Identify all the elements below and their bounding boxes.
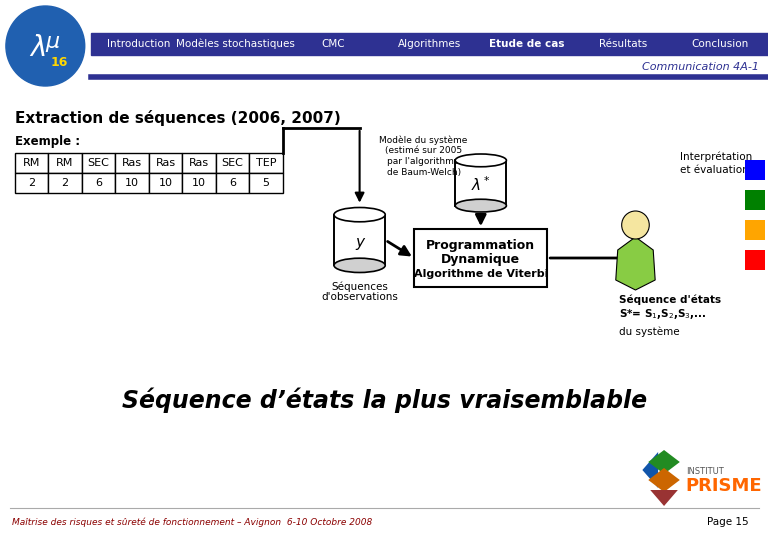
- Text: Séquence d’états la plus vraisemblable: Séquence d’états la plus vraisemblable: [122, 387, 647, 413]
- Text: et évaluation: et évaluation: [680, 165, 749, 175]
- Ellipse shape: [456, 199, 506, 212]
- Text: 2: 2: [28, 178, 35, 188]
- Text: 10: 10: [158, 178, 172, 188]
- Text: 10: 10: [125, 178, 139, 188]
- Text: d'observations: d'observations: [321, 293, 398, 302]
- Polygon shape: [648, 468, 680, 492]
- Text: y: y: [355, 234, 364, 249]
- Text: Modèles stochastiques: Modèles stochastiques: [176, 39, 296, 49]
- Ellipse shape: [456, 154, 506, 167]
- Text: Modèle du système: Modèle du système: [379, 135, 468, 145]
- Text: Maîtrise des risques et sûreté de fonctionnement – Avignon  6-10 Octobre 2008: Maîtrise des risques et sûreté de foncti…: [12, 517, 372, 526]
- Bar: [414, 229, 548, 287]
- Text: Conclusion: Conclusion: [691, 39, 749, 49]
- Text: (estimé sur 2005: (estimé sur 2005: [385, 146, 463, 156]
- Bar: [745, 190, 764, 210]
- Text: RM: RM: [23, 158, 41, 168]
- Text: par l'algorithme: par l'algorithme: [388, 158, 460, 166]
- Text: Ras: Ras: [122, 158, 142, 168]
- Text: Etude de cas: Etude de cas: [488, 39, 564, 49]
- Bar: [15, 153, 48, 173]
- Text: PRISME: PRISME: [686, 477, 762, 495]
- Text: Exemple :: Exemple :: [15, 136, 80, 148]
- Text: RM: RM: [56, 158, 74, 168]
- Text: Ras: Ras: [155, 158, 176, 168]
- Text: Algorithme de Viterbi: Algorithme de Viterbi: [413, 269, 548, 279]
- Bar: [250, 173, 283, 193]
- Polygon shape: [643, 452, 658, 488]
- Bar: [48, 173, 82, 193]
- Text: du système: du système: [619, 327, 679, 338]
- Bar: [745, 250, 764, 270]
- Text: SEC: SEC: [222, 158, 243, 168]
- Bar: [48, 153, 82, 173]
- Text: 2: 2: [62, 178, 69, 188]
- Bar: [115, 153, 149, 173]
- Bar: [745, 160, 764, 180]
- Text: Séquence d'états: Séquence d'états: [619, 295, 721, 305]
- Bar: [82, 173, 115, 193]
- Bar: [90, 33, 768, 55]
- Polygon shape: [615, 237, 655, 290]
- Text: CMC: CMC: [321, 39, 345, 49]
- Text: SEC: SEC: [87, 158, 109, 168]
- Bar: [115, 173, 149, 193]
- Text: Dynamique: Dynamique: [441, 253, 520, 267]
- Text: de Baum-Welch): de Baum-Welch): [387, 168, 461, 178]
- Bar: [745, 220, 764, 240]
- Text: Résultats: Résultats: [599, 39, 647, 49]
- Text: 6: 6: [229, 178, 236, 188]
- Text: $\mu$: $\mu$: [45, 34, 61, 54]
- Circle shape: [622, 211, 649, 239]
- Text: Programmation: Programmation: [426, 240, 535, 253]
- Text: Interprétation: Interprétation: [680, 152, 752, 162]
- Text: TEP: TEP: [256, 158, 276, 168]
- Text: Communication 4A-1: Communication 4A-1: [642, 62, 759, 72]
- Polygon shape: [648, 450, 680, 474]
- Bar: [456, 160, 506, 206]
- Bar: [334, 214, 385, 265]
- Text: Page 15: Page 15: [707, 517, 749, 527]
- Ellipse shape: [334, 258, 385, 273]
- Text: Extraction de séquences (2006, 2007): Extraction de séquences (2006, 2007): [15, 110, 341, 126]
- Bar: [149, 153, 183, 173]
- Bar: [216, 153, 250, 173]
- Circle shape: [6, 6, 85, 86]
- Bar: [250, 153, 283, 173]
- Text: 10: 10: [192, 178, 206, 188]
- Text: 6: 6: [95, 178, 102, 188]
- Bar: [149, 173, 183, 193]
- Text: 5: 5: [263, 178, 270, 188]
- Text: Ras: Ras: [189, 158, 209, 168]
- Text: Séquences: Séquences: [332, 281, 388, 292]
- Bar: [183, 173, 216, 193]
- Ellipse shape: [334, 207, 385, 222]
- Text: S*= S$_1$,S$_2$,S$_3$,...: S*= S$_1$,S$_2$,S$_3$,...: [619, 307, 706, 321]
- Text: 16: 16: [51, 56, 68, 69]
- Text: Introduction: Introduction: [108, 39, 171, 49]
- Text: Algorithmes: Algorithmes: [398, 39, 461, 49]
- Text: INSTITUT: INSTITUT: [686, 468, 724, 476]
- Bar: [82, 153, 115, 173]
- Polygon shape: [651, 490, 678, 506]
- Bar: [183, 153, 216, 173]
- Bar: [15, 173, 48, 193]
- Text: $\lambda$: $\lambda$: [29, 34, 46, 62]
- Text: $\lambda^*$: $\lambda^*$: [471, 176, 491, 194]
- Bar: [216, 173, 250, 193]
